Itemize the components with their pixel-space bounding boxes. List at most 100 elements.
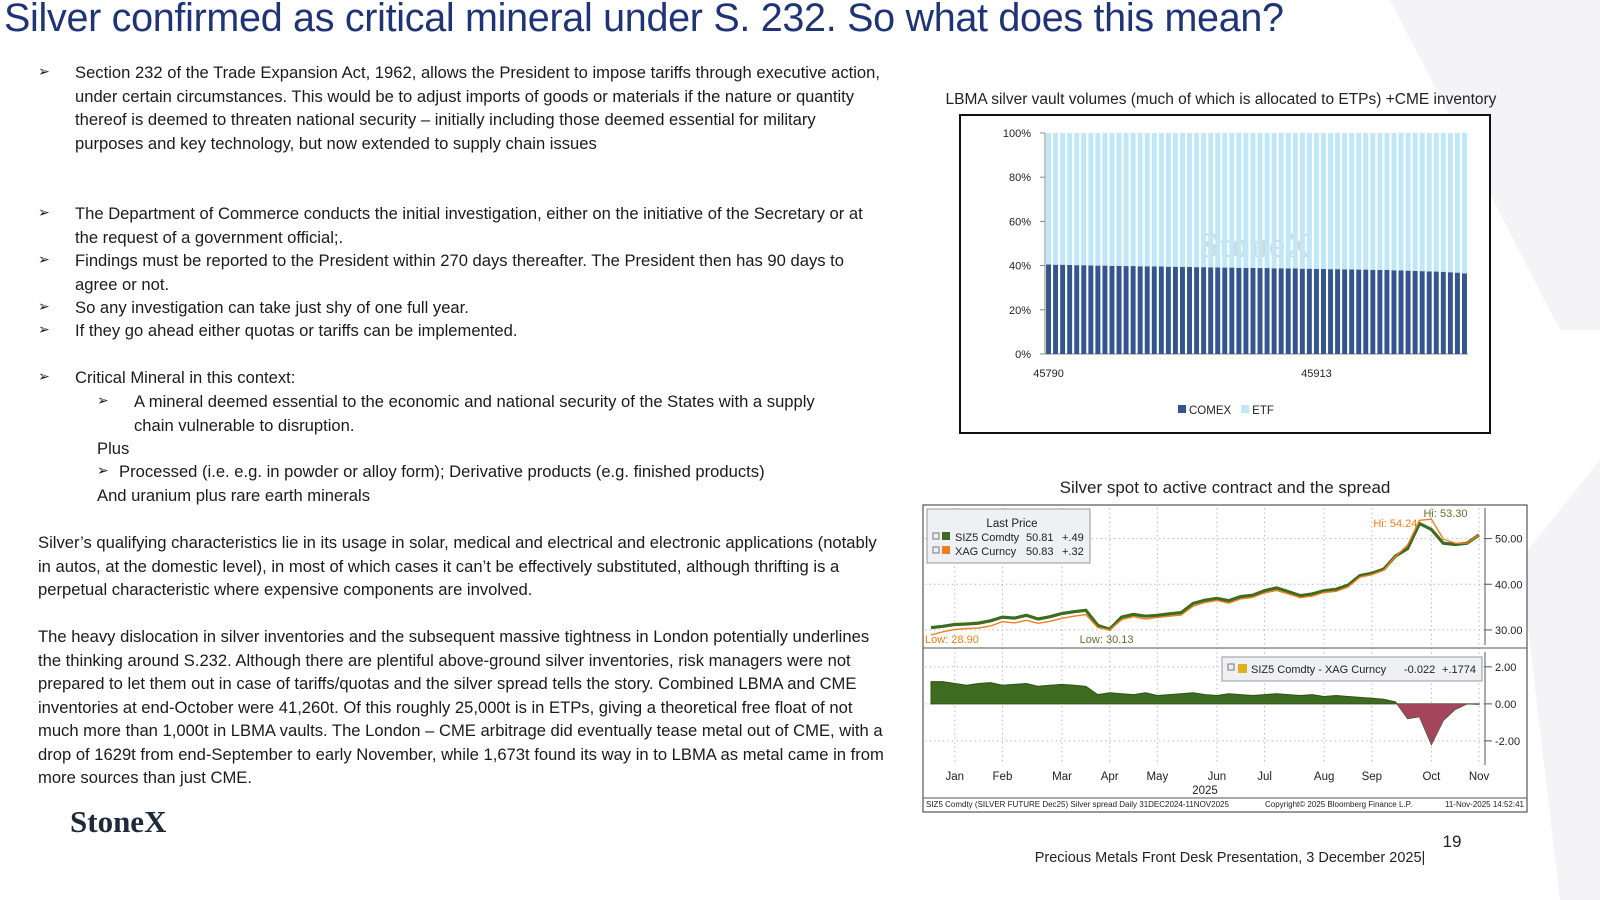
bar-segment — [1447, 272, 1453, 354]
legend-swatch — [942, 546, 950, 554]
bar-segment — [1299, 268, 1305, 354]
bar-segment — [1180, 133, 1185, 267]
bar-segment — [1194, 267, 1200, 354]
spread-area-negative — [931, 703, 1479, 745]
bar-segment — [1074, 265, 1080, 354]
bar-segment — [1321, 268, 1326, 354]
bar-segment — [1419, 271, 1425, 354]
bar-segment — [1405, 270, 1411, 354]
legend-change: +.1774 — [1442, 664, 1476, 676]
bar-segment — [1278, 133, 1284, 269]
x-tick-label: Jul — [1257, 771, 1272, 783]
high-label: Hi: 53.30 — [1423, 508, 1467, 520]
bar-segment — [1398, 270, 1404, 354]
legend-swatch — [942, 532, 950, 540]
bar-segment — [1349, 133, 1355, 270]
y-tick-label: 40.00 — [1495, 579, 1523, 591]
bar-segment — [1285, 268, 1291, 354]
bar-segment — [1123, 266, 1129, 354]
chart-title: LBMA silver vault volumes (much of which… — [946, 91, 1497, 108]
bar-segment — [1109, 265, 1115, 354]
bar-segment — [1391, 270, 1397, 354]
bar-segment — [1095, 265, 1101, 354]
bullet: Critical Mineral in this context: — [38, 366, 885, 390]
bar-segment — [1250, 133, 1256, 268]
bar-segment — [1335, 133, 1341, 270]
bar-segment — [1201, 133, 1207, 268]
bar-segment — [1236, 133, 1242, 268]
bar-segment — [1123, 133, 1129, 267]
legend-box — [1221, 656, 1483, 682]
bar-segment — [1426, 133, 1432, 272]
bar-segment — [1412, 133, 1418, 271]
low-label: Low: 30.13 — [1080, 634, 1134, 646]
text-line: And uranium plus rare earth minerals — [97, 486, 371, 505]
bar-segment — [1313, 268, 1319, 354]
bar-segment — [1222, 133, 1228, 268]
legend-box — [926, 508, 1091, 564]
bar-segment — [1292, 268, 1298, 354]
x-tick-label: Nov — [1469, 771, 1490, 783]
y-tick-label: 0.00 — [1495, 699, 1516, 711]
bar-segment — [1433, 271, 1439, 354]
bar-segment — [1046, 264, 1051, 354]
bullet: Findings must be reported to the Preside… — [38, 249, 885, 296]
y-tick-label: 2.00 — [1495, 662, 1516, 674]
bar-segment — [1299, 133, 1305, 269]
bar-segment — [1462, 133, 1467, 274]
high-label: Hi: 54.24 — [1373, 518, 1417, 530]
y-tick-label: 100% — [1003, 128, 1031, 140]
x-tick-label: Aug — [1314, 771, 1334, 783]
bar-segment — [1278, 268, 1284, 354]
bar-segment — [1053, 264, 1059, 354]
x-tick-label: May — [1146, 771, 1168, 783]
bar-segment — [1046, 133, 1051, 265]
bar-segment — [1229, 267, 1235, 354]
legend-last: -0.022 — [1404, 664, 1435, 676]
bar-segment — [1264, 268, 1270, 354]
bar-segment — [1447, 133, 1453, 273]
bar-segment — [1454, 133, 1460, 273]
bar-segment — [1165, 133, 1171, 267]
x-tick-label: Jun — [1208, 771, 1227, 783]
bar-segment — [1144, 266, 1150, 354]
bar-segment — [1405, 133, 1411, 271]
x-sublabel: 2025 — [1192, 785, 1218, 797]
legend-label: XAG Curncy — [955, 546, 1017, 558]
expand-icon — [932, 532, 940, 540]
bar-segment — [1187, 266, 1192, 354]
bar-segment — [1137, 133, 1143, 267]
bar-segment — [1208, 267, 1214, 354]
bar-segment — [1398, 133, 1404, 271]
bullet: The Department of Commerce conducts the … — [38, 202, 885, 249]
bar-segment — [1151, 133, 1157, 267]
bar-segment — [1370, 133, 1376, 270]
bar-segment — [1172, 133, 1178, 267]
paragraph: The heavy dislocation in silver inventor… — [38, 627, 884, 787]
y-tick-label: 0% — [1015, 349, 1031, 361]
bar-segment — [1194, 133, 1200, 268]
bar-segment — [1257, 268, 1263, 354]
sub-bullet: Processed (i.e. e.g. in powder or alloy … — [97, 460, 899, 484]
bar-segment — [1440, 271, 1446, 354]
x-tick-label: 45913 — [1301, 368, 1332, 380]
bar-segment — [1328, 133, 1333, 270]
bar-segment — [1356, 133, 1362, 270]
bar-segment — [1440, 133, 1446, 272]
bar-segment — [1285, 133, 1291, 269]
y-tick-label: 80% — [1009, 172, 1031, 184]
bar-segment — [1074, 133, 1080, 266]
bar-segment — [1130, 133, 1136, 267]
bar-segment — [1391, 133, 1397, 271]
paragraph: Silver’s qualifying characteristics lie … — [38, 533, 877, 599]
bar-segment — [1342, 133, 1348, 270]
bar-segment — [1201, 267, 1207, 354]
plus-text: Plus — [97, 439, 130, 458]
bar-segment — [1060, 133, 1066, 265]
expand-icon — [1227, 663, 1235, 671]
legend-last: 50.83 — [1026, 546, 1054, 558]
x-tick-label: Feb — [993, 771, 1013, 783]
